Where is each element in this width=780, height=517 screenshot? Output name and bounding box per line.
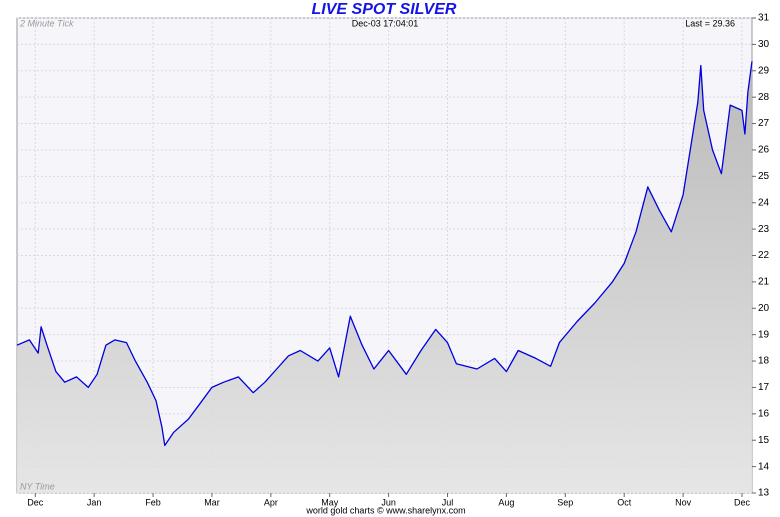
- footer: world gold charts © www.sharelynx.com: [305, 505, 465, 515]
- y-tick-label: 18: [758, 356, 770, 367]
- last-price: Last = 29.36: [685, 18, 735, 28]
- timezone: NY Time: [20, 481, 55, 491]
- y-tick-label: 24: [758, 197, 770, 208]
- y-tick-label: 23: [758, 224, 770, 235]
- x-tick-label: Feb: [145, 497, 161, 507]
- y-tick-label: 19: [758, 329, 770, 340]
- y-tick-label: 20: [758, 303, 770, 314]
- y-tick-label: 30: [758, 39, 770, 50]
- x-tick-label: Apr: [264, 497, 278, 507]
- y-tick-label: 15: [758, 435, 770, 446]
- y-tick-label: 26: [758, 145, 770, 156]
- y-tick-label: 16: [758, 408, 770, 419]
- timestamp: Dec-03 17:04:01: [352, 18, 419, 28]
- tick-note: 2 Minute Tick: [19, 18, 74, 28]
- chart-title: LIVE SPOT SILVER: [312, 1, 457, 18]
- marks: [16, 61, 753, 494]
- x-tick-label: Jan: [87, 497, 102, 507]
- y-tick-label: 22: [758, 250, 770, 261]
- x-tick-label: Oct: [617, 497, 632, 507]
- x-tick-label: Nov: [675, 497, 692, 507]
- y-tick-label: 17: [758, 382, 770, 393]
- x-tick-label: Dec: [27, 497, 44, 507]
- x-tick-label: Mar: [204, 497, 220, 507]
- x-tick-label: Jun: [381, 497, 396, 507]
- x-tick-label: Aug: [498, 497, 514, 507]
- x-tick-label: May: [321, 497, 339, 507]
- area: [17, 61, 752, 494]
- x-tick-label: Dec: [734, 497, 751, 507]
- price-line: [16, 61, 753, 447]
- y-tick-label: 21: [758, 277, 770, 288]
- y-tick-label: 25: [758, 171, 770, 182]
- y-tick-label: 14: [758, 461, 770, 472]
- y-tick-label: 13: [758, 488, 770, 499]
- x-tick-label: Jul: [442, 497, 454, 507]
- x-tick-label: Sep: [557, 497, 573, 507]
- y-tick-label: 29: [758, 65, 770, 76]
- y-tick-label: 28: [758, 92, 770, 103]
- y-tick-label: 27: [758, 118, 770, 129]
- y-tick-label: 31: [758, 13, 770, 24]
